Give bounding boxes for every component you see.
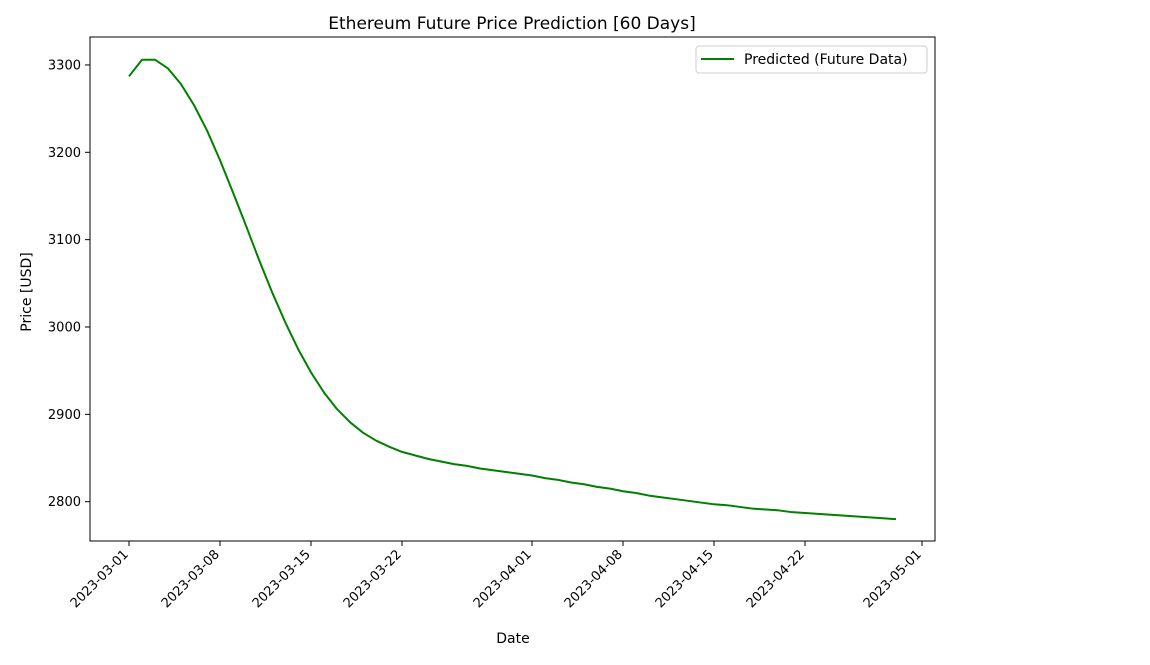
series-line-0: [128, 58, 897, 521]
plot-area: [89, 36, 936, 542]
x-axis-ticks: 2023-03-01 2023-03-08 2023-03-15 2023-03-22…: [68, 541, 925, 611]
y-tick-label: 2900: [48, 408, 81, 423]
y-tick-label: 3100: [48, 233, 81, 248]
x-tick-label: 2023-03-15: [250, 547, 314, 611]
x-tick-label: 2023-04-01: [471, 547, 535, 611]
x-tick-label: 2023-03-01: [68, 547, 132, 611]
x-tick-label: 2023-03-08: [159, 547, 223, 611]
x-tick-label: 2023-04-22: [744, 547, 808, 611]
x-tick-label: 2023-03-22: [341, 547, 405, 611]
y-axis-ticks: 2800 2900 3000 3100 3200 3300: [48, 58, 90, 510]
x-tick-label: 2023-04-08: [562, 547, 626, 611]
legend-box: [695, 45, 928, 74]
chart-title: Ethereum Future Price Prediction [60 Day…: [328, 14, 695, 34]
legend-label: Predicted (Future Data): [744, 52, 908, 68]
y-axis-label: Price [USD]: [19, 252, 35, 331]
y-tick-label: 3000: [48, 320, 81, 335]
x-tick-label: 2023-04-15: [653, 547, 717, 611]
x-axis-label: Date: [496, 631, 529, 647]
x-tick-label: 2023-05-01: [861, 547, 925, 611]
axes-frame: [89, 36, 936, 542]
y-tick-label: 3200: [48, 146, 81, 161]
legend: Predicted (Future Data): [695, 45, 928, 74]
y-tick-label: 3300: [48, 58, 81, 73]
y-tick-label: 2800: [48, 495, 81, 510]
